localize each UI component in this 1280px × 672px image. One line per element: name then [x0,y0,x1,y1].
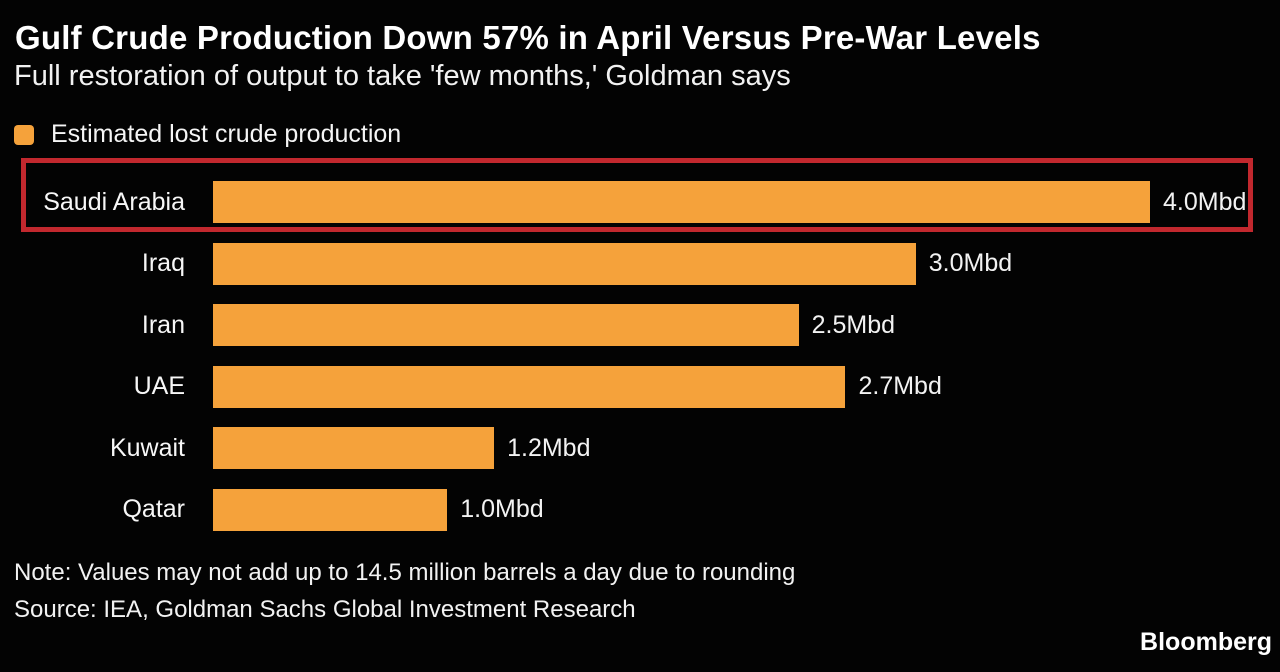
chart-row: Qatar 1.0Mbd [0,488,1246,531]
category-label: Iran [141,310,185,339]
category-label: Qatar [122,495,185,523]
category-label: UAE [133,372,185,400]
value-label: 2.5Mbd [811,310,896,339]
chart-row: Saudi Arabia 4.0Mbd [0,181,1246,223]
value-label: 1.2Mbd [507,433,591,462]
chart-row: Iraq 3.0Mbd [0,242,1246,285]
chart-row: UAE 2.7Mbd [0,365,1246,408]
category-label: Kuwait [109,433,185,462]
chart-source: Source: IEA, Goldman Sachs Global Invest… [14,596,636,623]
bar [213,242,916,285]
bar [213,304,799,346]
bar [213,365,846,408]
bloomberg-logo: Bloomberg [1140,628,1272,656]
bar-chart: Saudi Arabia 4.0Mbd Iraq 3.0Mbd Iran 2.5Mbd UA… [0,181,1246,550]
legend-swatch-icon [14,124,34,145]
chart-title: Gulf Crude Production Down 57% in April … [15,19,1041,56]
value-label: 4.0Mbd [1163,187,1247,216]
value-label: 1.0Mbd [460,495,544,523]
category-label: Saudi Arabia [43,187,185,216]
category-label: Iraq [141,249,185,277]
bar [213,181,1150,223]
chart-row: Iran 2.5Mbd [0,304,1246,346]
bar [213,427,495,469]
legend: Estimated lost crude production [14,120,401,149]
value-label: 2.7Mbd [858,372,942,400]
chart-subtitle: Full restoration of output to take 'few … [14,60,791,92]
chart-note: Note: Values may not add up to 14.5 mill… [14,559,796,586]
value-label: 3.0Mbd [928,249,1013,277]
bar [213,488,448,531]
legend-label: Estimated lost crude production [51,120,402,148]
chart-row: Kuwait 1.2Mbd [0,427,1246,469]
